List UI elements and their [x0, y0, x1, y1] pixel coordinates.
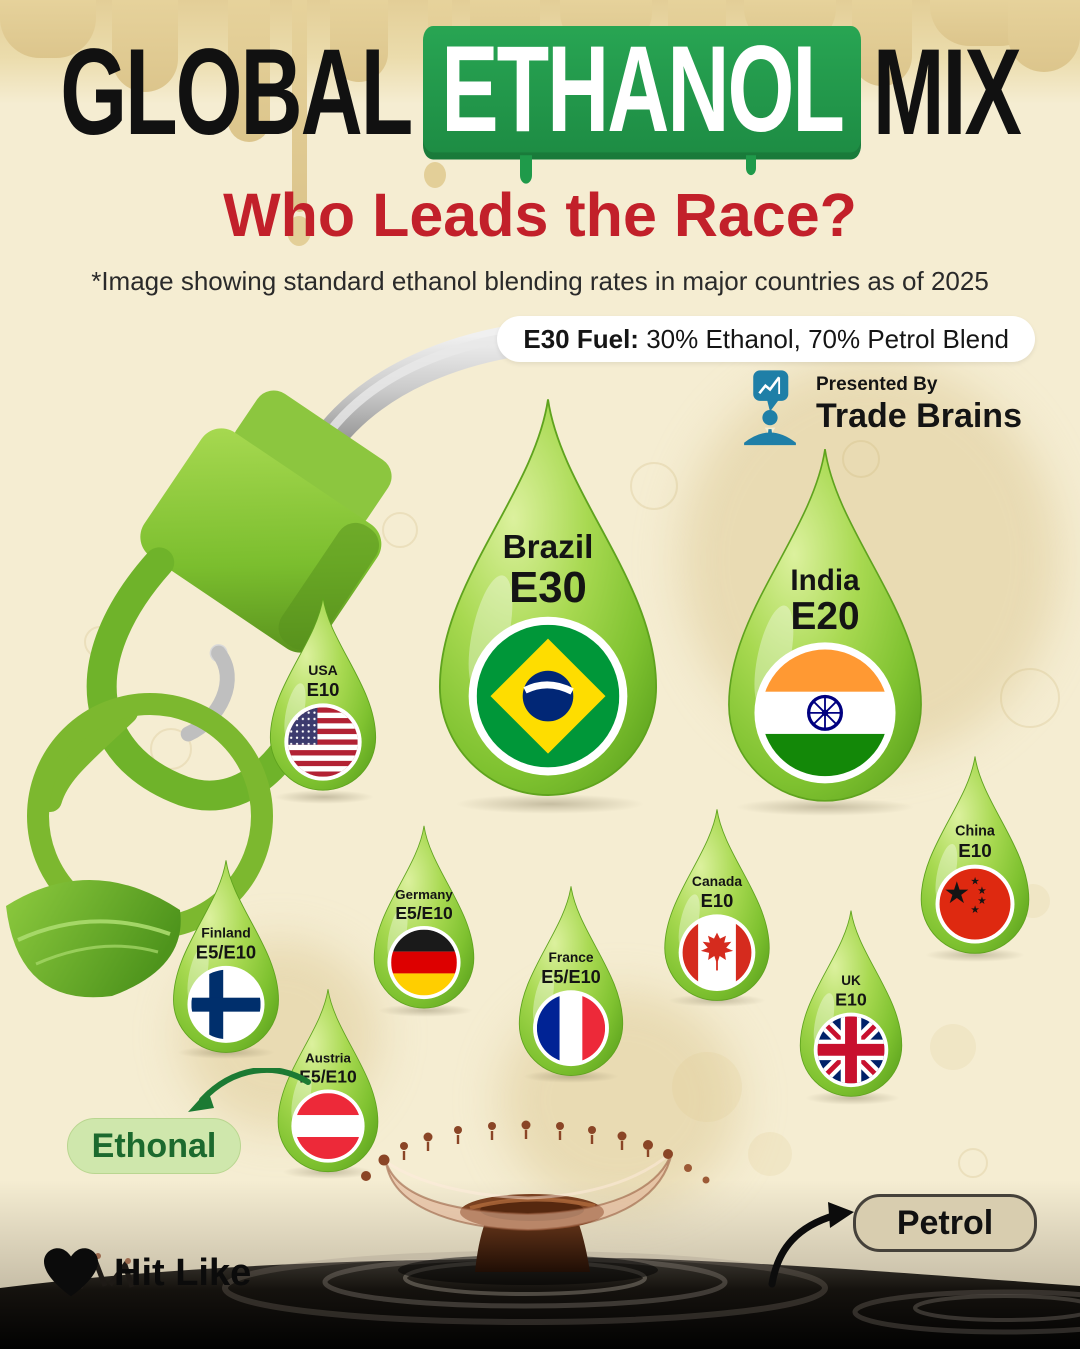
- drop-country: France: [548, 950, 593, 965]
- oil-drip: [228, 0, 270, 142]
- drop-blend: E20: [790, 595, 859, 638]
- drop-blend: E5/E10: [196, 942, 256, 963]
- bubble: [1000, 668, 1060, 728]
- bubble: [748, 1132, 792, 1176]
- e30-definition-badge: E30 Fuel: 30% Ethanol, 70% Petrol Blend: [497, 316, 1035, 362]
- flag-uk-icon: [817, 1016, 885, 1084]
- flag-brazil-icon: [476, 624, 620, 768]
- svg-text:★: ★: [970, 877, 979, 888]
- drop-blend: E10: [307, 679, 340, 700]
- presenter-name: Trade Brains: [816, 397, 1022, 435]
- drop-shadow: [455, 794, 645, 814]
- bubble: [672, 1052, 742, 1122]
- drop-finland: Finland E5/E10: [170, 857, 282, 1058]
- drop-country: UK: [841, 973, 861, 988]
- nozzle-body: [86, 390, 392, 811]
- drop-country: Austria: [305, 1050, 351, 1065]
- svg-text:★: ★: [977, 886, 986, 897]
- drop-blend: E10: [835, 990, 867, 1010]
- nozzle-hose: [38, 700, 138, 812]
- svg-text:★: ★: [977, 896, 986, 907]
- subtitle: Who Leads the Race?: [223, 181, 857, 249]
- oil-pool: [0, 1257, 1080, 1349]
- trade-brains-logo-icon: [744, 370, 796, 446]
- drop-blend: E5/E10: [299, 1067, 357, 1087]
- drop-blend: E30: [509, 563, 587, 612]
- drop-country: USA: [308, 662, 338, 678]
- svg-text:★: ★: [943, 877, 970, 910]
- oil-drip: [292, 0, 307, 212]
- green-drip: [519, 155, 532, 184]
- drop-country: Germany: [395, 887, 453, 902]
- drop-canada: Canada E10: [661, 806, 773, 1006]
- flag-austria-icon: [295, 1093, 361, 1159]
- leaf-icon: [6, 879, 181, 998]
- drop-shadow: [925, 948, 1025, 962]
- title-ethanol-highlight: ETHANOL: [423, 26, 861, 184]
- bubble: [958, 1148, 988, 1178]
- page-title: GLOBAL ETHANOL MIX: [0, 24, 1080, 184]
- title-mix: MIX: [872, 24, 1022, 161]
- drop-germany: Germany E5/E10: [371, 820, 477, 1016]
- drop-shadow: [735, 798, 915, 816]
- drop-china: ★ ★ ★ ★ ★ China E10: [917, 753, 1033, 959]
- drop-blend: E5/E10: [395, 903, 452, 923]
- drop-shadow: [378, 1004, 473, 1017]
- oil-droplet: [424, 162, 446, 188]
- flag-china-icon: ★ ★ ★ ★ ★: [939, 868, 1011, 940]
- flag-usa-icon: [288, 707, 358, 777]
- footnote: *Image showing standard ethanol blending…: [91, 266, 989, 296]
- nozzle-trigger: [180, 645, 235, 742]
- hit-like-block: Hit Like: [44, 1248, 251, 1298]
- presenter-block: Presented By Trade Brains: [738, 368, 1022, 446]
- drop-france: France E5/E10: [516, 882, 626, 1082]
- badge-term: E30 Fuel:: [523, 324, 639, 354]
- heart-icon: [44, 1248, 98, 1297]
- flag-finland-icon: [191, 969, 261, 1040]
- bubble: [630, 462, 678, 510]
- title-global: GLOBAL: [60, 24, 413, 161]
- green-drip: [745, 155, 756, 176]
- petrol-tag: Petrol: [853, 1194, 1037, 1252]
- drop-blend: E10: [958, 841, 992, 862]
- bubble: [382, 512, 418, 548]
- oil-drip: [112, 0, 178, 92]
- drop-brazil: Brazil E30: [433, 392, 663, 807]
- petrol-arrow-icon: [768, 1202, 854, 1288]
- drop-country: Brazil: [503, 529, 594, 566]
- oil-drip: [1008, 0, 1080, 72]
- drop-india: India E20: [715, 443, 935, 811]
- bubble: [930, 1024, 976, 1070]
- drop-usa: USA E10: [267, 588, 379, 802]
- drop-country: Finland: [201, 924, 251, 940]
- presented-by-label: Presented By: [816, 374, 938, 395]
- svg-text:★: ★: [970, 905, 979, 916]
- ethanol-arrow-icon: [188, 1068, 311, 1112]
- flag-canada-icon: [682, 918, 752, 988]
- drop-shadow: [274, 790, 374, 804]
- drop-shadow: [523, 1070, 619, 1083]
- flag-india-icon: [761, 649, 889, 777]
- nozzle-handle-guard: [86, 547, 318, 811]
- oil-drip: [852, 0, 912, 86]
- ethanol-tag: Ethonal: [67, 1118, 241, 1174]
- badge-definition: 30% Ethanol, 70% Petrol Blend: [638, 324, 1009, 354]
- drop-uk: UK E10: [797, 906, 905, 1103]
- bubble: [150, 728, 192, 770]
- oil-drip: [330, 0, 388, 82]
- bubble: [842, 440, 880, 478]
- drop-country: Canada: [692, 873, 742, 889]
- drop-blend: E10: [701, 890, 734, 911]
- hit-like-label: Hit Like: [114, 1251, 252, 1294]
- flag-germany-icon: [391, 929, 457, 996]
- drop-country: China: [955, 823, 996, 839]
- oil-drip: [0, 0, 96, 58]
- drop-shadow: [805, 1091, 900, 1105]
- oil-droplet: [287, 216, 311, 246]
- drop-country: India: [790, 564, 860, 597]
- flag-france-icon: [536, 994, 606, 1063]
- drop-blend: E5/E10: [541, 967, 601, 987]
- drop-austria: Austria E5/E10: [274, 986, 382, 1177]
